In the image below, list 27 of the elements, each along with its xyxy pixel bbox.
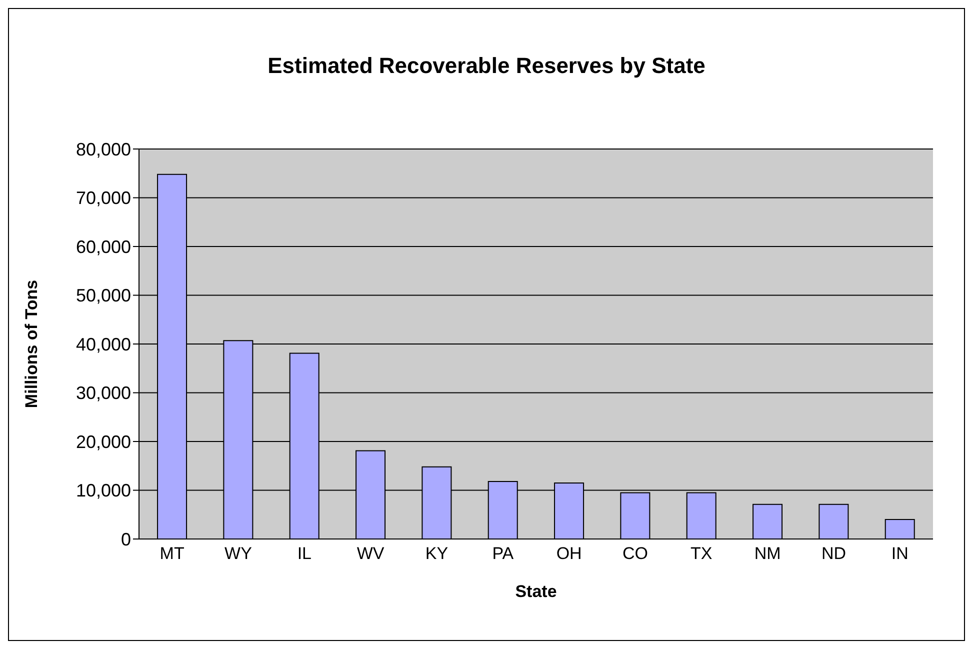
x-tick-label: WY [224, 544, 252, 564]
chart-title: Estimated Recoverable Reserves by State [266, 53, 706, 79]
y-tick-label: 80,000 [76, 139, 131, 160]
x-axis-title: State [515, 582, 557, 601]
y-tick-label: 10,000 [76, 480, 131, 501]
y-tick-label: 0 [120, 529, 131, 550]
x-tick-label: PA [492, 544, 514, 564]
y-axis-title: Millions of Tons [22, 280, 42, 408]
x-tick-label: CO [622, 544, 648, 564]
y-tick-label: 50,000 [76, 286, 131, 306]
x-tick-label: WV [356, 544, 385, 564]
x-tick-label: OH [556, 544, 582, 564]
x-tick-label: IN [891, 544, 908, 564]
bar [752, 504, 783, 539]
x-tick-label: KY [425, 544, 448, 564]
x-tick-label: NM [754, 544, 781, 564]
x-tick-label: ND [821, 544, 846, 564]
y-tick-label: 30,000 [76, 383, 131, 404]
x-tick-label: IL [297, 544, 312, 564]
y-tick-label: 70,000 [76, 188, 131, 208]
x-tick-label: TX [690, 544, 712, 564]
y-tick-label: 20,000 [76, 432, 131, 452]
x-tick-label: MT [160, 544, 184, 564]
y-tick-label: 60,000 [76, 236, 131, 257]
bar [884, 519, 915, 539]
bar [818, 504, 849, 539]
y-tick-label: 40,000 [76, 334, 131, 354]
